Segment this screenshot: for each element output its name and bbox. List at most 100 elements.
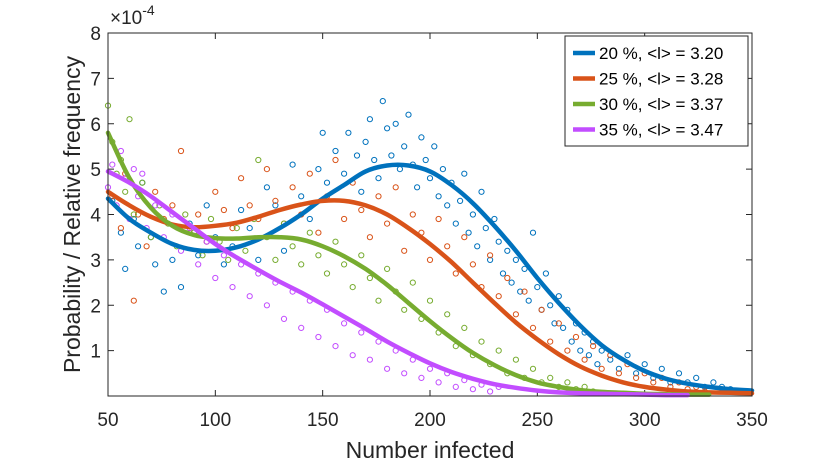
y-tick-label: 7 [90, 69, 101, 90]
data-point [469, 211, 476, 218]
data-point [572, 333, 580, 341]
data-point [135, 243, 142, 250]
legend: 20 %, <l> = 3.20 25 %, <l> = 3.28 30 %, <l… [564, 35, 749, 147]
data-point [529, 229, 537, 236]
x-axis-ticks: 50 100 150 200 250 300 350 [97, 33, 768, 431]
data-point [341, 261, 348, 268]
data-point [710, 379, 717, 386]
data-point [439, 166, 446, 173]
data-point [122, 188, 129, 195]
data-point [182, 211, 189, 218]
x-tick-label: 200 [414, 410, 446, 431]
data-point [529, 365, 537, 372]
data-point [323, 270, 331, 277]
data-point [457, 197, 464, 204]
data-point [341, 320, 348, 327]
data-point [366, 274, 373, 282]
data-point [564, 347, 571, 354]
data-point [474, 243, 481, 250]
data-point [422, 156, 429, 164]
data-point [384, 220, 391, 227]
data-point [130, 297, 137, 304]
data-point [542, 270, 550, 277]
data-point [426, 365, 434, 372]
y-tick-label: 2 [90, 296, 101, 317]
data-point [508, 279, 515, 286]
data-point [499, 270, 507, 277]
data-point [379, 98, 386, 105]
data-point [521, 288, 528, 295]
data-point [615, 365, 623, 372]
data-point [298, 261, 305, 268]
data-point [109, 161, 116, 168]
data-point [152, 188, 159, 195]
data-point [418, 374, 425, 381]
data-point [392, 184, 399, 191]
data-point [289, 243, 296, 250]
data-point [534, 284, 541, 291]
data-point [444, 243, 451, 250]
data-point [469, 386, 476, 393]
data-point [401, 306, 408, 313]
data-point [495, 347, 502, 354]
data-point [384, 125, 391, 132]
data-point [289, 161, 296, 168]
data-point [547, 302, 554, 309]
data-point [130, 166, 137, 173]
y-tick-label: 6 [90, 115, 101, 136]
data-point [418, 134, 425, 141]
data-point [152, 202, 159, 209]
data-point [130, 211, 137, 218]
data-point [585, 352, 593, 359]
data-point [341, 170, 348, 177]
data-point [207, 215, 215, 223]
data-point [555, 320, 562, 327]
data-point [255, 256, 262, 263]
data-point [280, 315, 288, 322]
x-tick-label: 350 [736, 410, 768, 431]
data-point [487, 256, 494, 263]
data-point [177, 284, 185, 291]
data-point [568, 338, 575, 345]
data-point [426, 256, 434, 263]
data-point [366, 356, 373, 363]
fit-curves [105, 130, 755, 398]
data-point [598, 365, 605, 372]
data-point [272, 197, 279, 204]
data-point [409, 279, 416, 286]
data-point [358, 329, 365, 336]
data-point [117, 229, 125, 236]
data-point [366, 234, 373, 241]
data-point [396, 166, 403, 173]
data-point [633, 374, 640, 381]
series-1-fit-line [105, 189, 755, 396]
data-point [358, 188, 365, 195]
data-point [577, 347, 584, 354]
data-point [641, 361, 648, 368]
data-point [512, 256, 520, 263]
data-point [401, 247, 408, 254]
legend-box [564, 35, 749, 147]
data-point [478, 338, 485, 345]
y-axis-label: Probability / Relative frequency [59, 55, 85, 373]
plot-frame [107, 32, 753, 397]
data-point [435, 215, 442, 223]
legend-entry-1: 25 %, <l> = 3.28 [599, 70, 723, 89]
data-point [246, 293, 253, 300]
data-point [332, 147, 339, 155]
data-point [504, 247, 511, 254]
x-tick-label: 100 [199, 410, 231, 431]
data-point [315, 229, 322, 236]
data-point [358, 206, 365, 214]
data-point [212, 274, 219, 282]
series-3-fit-line [105, 169, 690, 398]
data-point [152, 261, 159, 268]
data-point [349, 352, 356, 359]
data-point [405, 111, 412, 118]
data-point [607, 356, 614, 363]
data-point [229, 284, 236, 291]
data-point [478, 188, 485, 195]
data-point [306, 215, 313, 223]
data-point [487, 388, 494, 395]
data-point [482, 225, 489, 232]
